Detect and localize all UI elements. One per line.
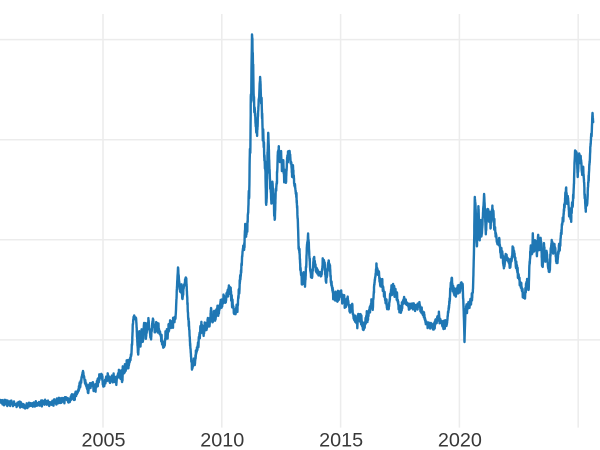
- svg-text:2015: 2015: [319, 430, 363, 450]
- svg-text:2005: 2005: [81, 430, 125, 450]
- svg-text:2010: 2010: [200, 430, 244, 450]
- svg-text:2020: 2020: [438, 430, 482, 450]
